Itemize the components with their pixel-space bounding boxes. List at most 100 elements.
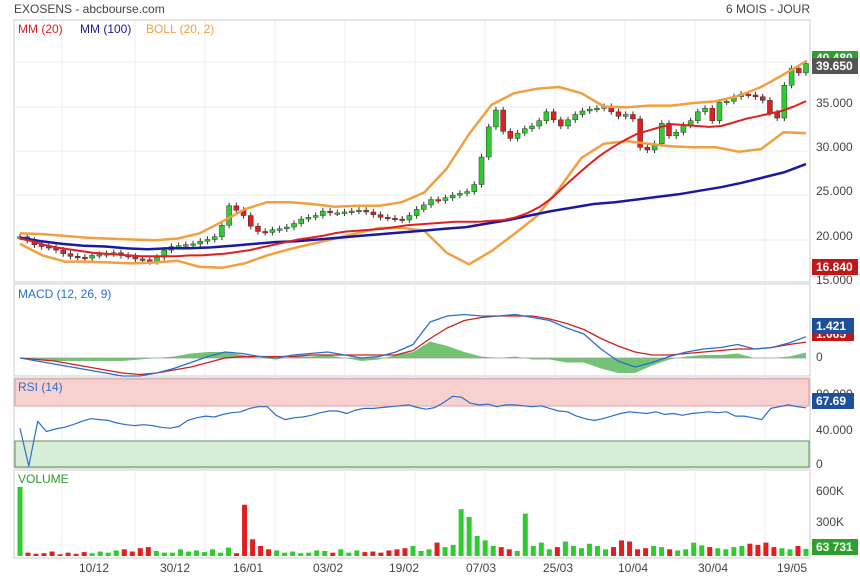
x-label-07-03: 07/03 — [466, 561, 496, 575]
volume-bar — [330, 552, 336, 556]
candle-body — [723, 100, 730, 103]
candle-body — [255, 225, 261, 232]
x-label-30-04: 30/04 — [698, 561, 728, 575]
rsi-last-tag-bg — [812, 393, 854, 409]
candle-body — [334, 212, 341, 215]
candle-body — [96, 254, 103, 257]
candle-body — [449, 194, 456, 199]
macd-line — [19, 313, 807, 377]
candle-body — [522, 128, 528, 134]
volume-bar — [699, 545, 705, 556]
candle-body — [442, 197, 449, 201]
candle-body — [586, 108, 593, 112]
candle-body — [262, 231, 268, 234]
volume-bar — [81, 552, 87, 556]
candle-body — [745, 93, 752, 96]
candle-body — [781, 84, 788, 119]
volume-bar — [586, 543, 592, 556]
candle-body — [248, 215, 254, 227]
candle-body — [363, 209, 369, 213]
candle-body — [305, 217, 312, 220]
volume-bar — [201, 552, 207, 556]
volume-bar — [530, 545, 536, 556]
volume-bar — [226, 547, 232, 556]
candle-body — [348, 210, 355, 213]
volume-bar — [65, 552, 71, 556]
legend-mm100: MM (100) — [80, 22, 131, 36]
volume-bar — [193, 550, 199, 556]
candle-body — [291, 223, 297, 228]
candle-body — [320, 210, 326, 216]
volume-bar — [715, 548, 721, 556]
candle-body — [666, 123, 672, 137]
chart-title: EXOSENS - abcbourse.com — [14, 2, 165, 16]
volume-bar — [137, 548, 143, 556]
price-low-tag-bg — [812, 259, 858, 275]
candle-body — [204, 239, 211, 242]
volume-bar — [611, 547, 617, 556]
candle-body — [572, 114, 578, 121]
volume-bar — [314, 550, 320, 556]
volume-bar — [795, 545, 801, 556]
volume-bar — [514, 550, 520, 556]
volume-bar — [747, 543, 753, 556]
volume-bar — [290, 551, 296, 556]
volume-tick-600k: 600K — [816, 484, 844, 498]
volume-bar — [643, 548, 649, 556]
volume-bar — [250, 539, 256, 556]
candle-body — [413, 209, 420, 216]
candle-body — [356, 209, 362, 212]
candle-body — [428, 199, 434, 206]
price-tick-20: 20.000 — [816, 229, 853, 243]
candle-body — [399, 218, 405, 221]
candle-body — [579, 110, 586, 115]
volume-bar — [498, 547, 504, 556]
volume-bar — [458, 509, 464, 556]
volume-bar — [418, 550, 424, 556]
candle-body — [759, 96, 766, 101]
volume-bar — [803, 548, 809, 556]
volume-bar — [306, 552, 312, 556]
x-label-25-03: 25/03 — [543, 561, 573, 575]
candle-body — [514, 132, 521, 139]
macd-last-tag: 1.421 — [816, 319, 846, 333]
candle-body — [529, 125, 535, 129]
candle-body — [67, 253, 74, 257]
rsi-last-tag: 67.69 — [816, 394, 846, 408]
x-label-19-05: 19/05 — [777, 561, 807, 575]
volume-bar — [426, 549, 432, 556]
volume-tick-300k: 300K — [816, 515, 844, 529]
candle-body — [211, 236, 218, 240]
volume-bar — [474, 535, 480, 556]
candle-body — [507, 131, 514, 139]
volume-bar — [145, 547, 151, 556]
volume-bar — [346, 552, 352, 556]
candle-body — [471, 184, 478, 192]
candle-body — [716, 101, 723, 121]
candle-body — [392, 217, 398, 220]
price-tick-35: 35.000 — [816, 96, 853, 110]
volume-bar — [258, 545, 264, 556]
volume-bar — [442, 547, 448, 556]
candle-body — [457, 193, 463, 196]
x-label-16-01: 16/01 — [233, 561, 263, 575]
candle-body — [803, 63, 809, 74]
candle-body — [485, 126, 492, 158]
volume-bar — [378, 552, 384, 556]
volume-title: VOLUME — [18, 472, 69, 486]
volume-bar — [354, 550, 360, 556]
volume-bar — [554, 547, 560, 556]
candle-body — [435, 199, 441, 202]
volume-bar — [594, 545, 600, 556]
candle-body — [175, 245, 182, 248]
price-tick-25: 25.000 — [816, 184, 853, 198]
candle-body — [269, 229, 276, 233]
rsi-tick-0: 0 — [816, 457, 823, 471]
volume-bar — [538, 542, 544, 556]
mm20-line — [19, 100, 807, 258]
candle-body — [298, 218, 304, 224]
volume-bar — [274, 550, 280, 556]
volume-bar — [169, 552, 175, 556]
